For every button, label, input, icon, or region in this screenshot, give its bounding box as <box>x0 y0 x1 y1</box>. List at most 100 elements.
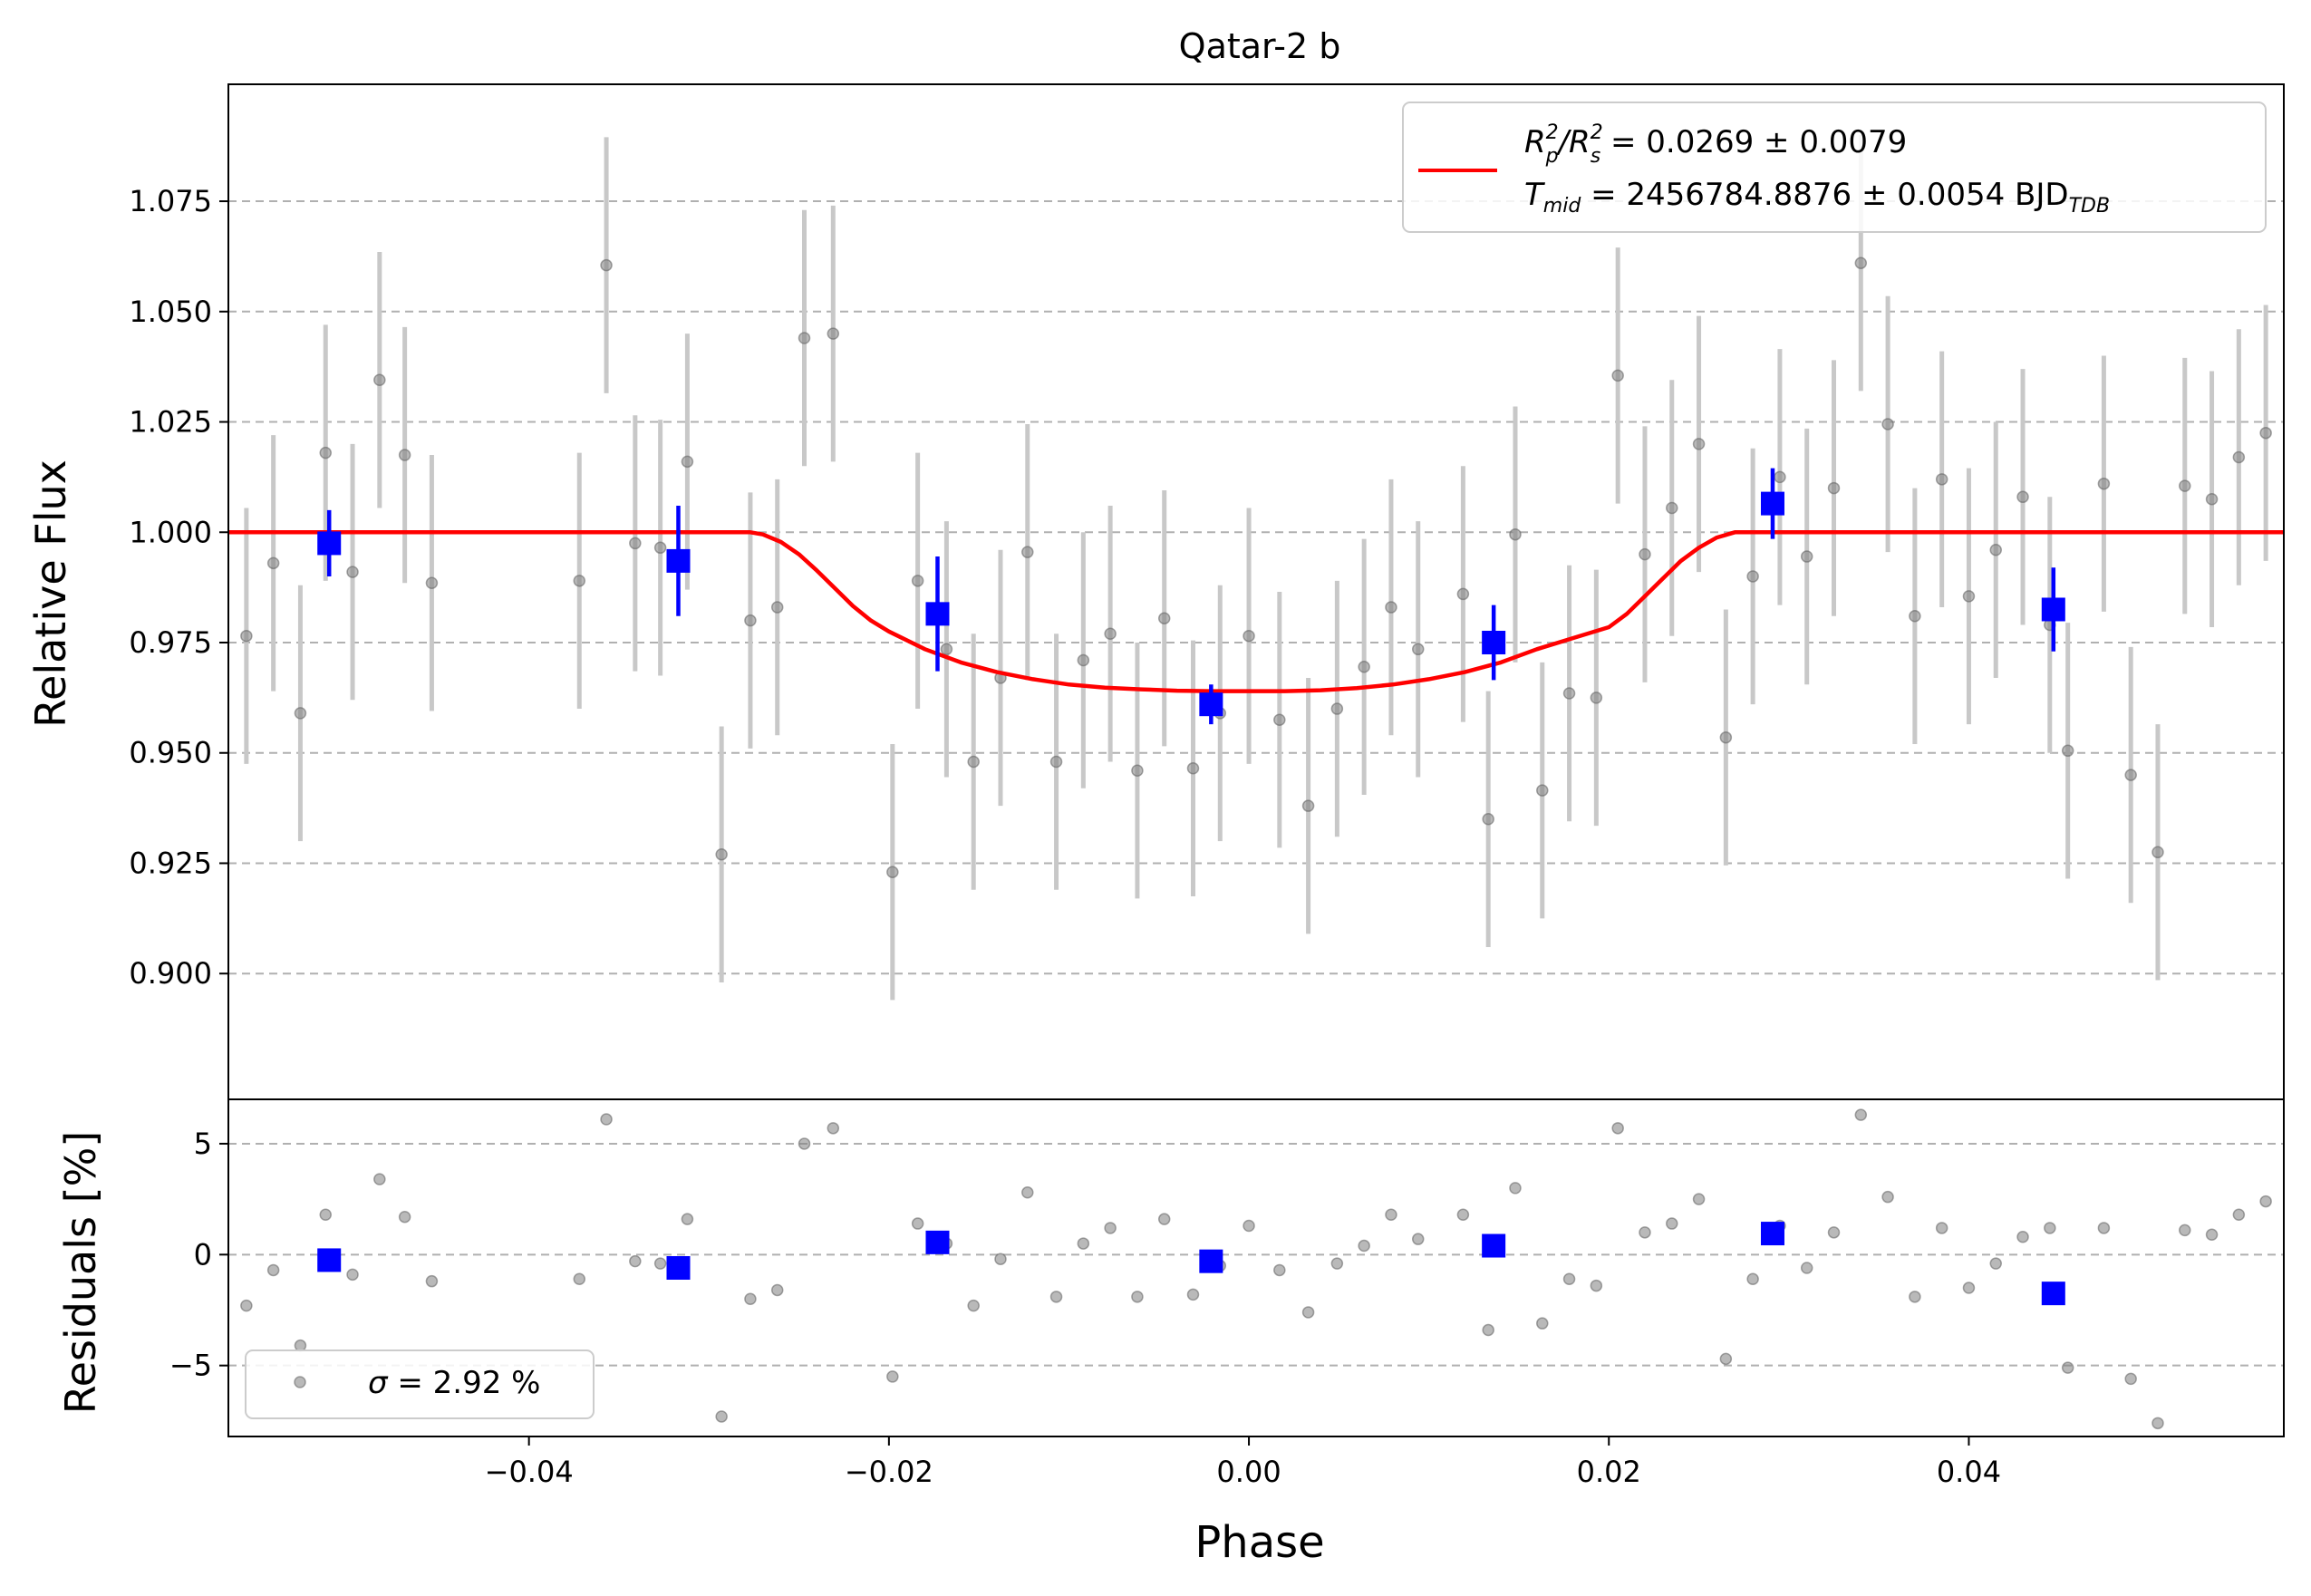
residual-y-tick-label: −5 <box>169 1349 212 1383</box>
flux-data-point <box>1536 784 1549 797</box>
residual-data-point <box>1330 1257 1344 1270</box>
residual-data-point <box>240 1299 253 1312</box>
residual-data-point <box>1611 1122 1624 1135</box>
flux-data-point <box>1385 601 1397 614</box>
residual-data-point <box>1411 1233 1425 1245</box>
flux-data-point <box>2016 490 2029 504</box>
residual-data-point <box>1456 1208 1470 1222</box>
flux-data-point <box>1611 369 1624 382</box>
residual-data-point <box>1639 1226 1651 1239</box>
flux-data-point <box>1881 418 1894 430</box>
flux-data-point <box>715 847 728 861</box>
flux-data-point <box>1157 612 1171 624</box>
flux-data-point <box>1186 762 1200 775</box>
flux-data-point <box>398 449 411 461</box>
sigma-legend: σ = 2.92 % <box>245 1349 595 1419</box>
sigma-legend-box <box>245 1349 595 1419</box>
y-axis-label-residuals: Residuals [%] <box>56 1131 105 1414</box>
rs-symbol: /R <box>1556 124 1591 160</box>
binned-flux-point <box>1760 491 1784 516</box>
binned-flux-point <box>1482 631 1506 654</box>
rp-subscript: p <box>1545 145 1559 168</box>
residual-data-point <box>346 1268 359 1282</box>
x-tick-label: 0.02 <box>1577 1455 1641 1489</box>
rs-superscript: 2 <box>1591 121 1603 144</box>
chart-title: Qatar-2 b <box>1179 26 1341 66</box>
residual-panel-plot <box>228 1108 2272 1430</box>
residual-data-point <box>1358 1239 1370 1253</box>
flux-data-point <box>1411 643 1425 656</box>
residual-data-point <box>1049 1291 1063 1303</box>
flux-data-point <box>1104 627 1117 641</box>
flux-data-layer <box>228 135 2284 1001</box>
residual-data-point <box>2061 1361 2074 1374</box>
residual-data-point <box>600 1113 613 1126</box>
residual-data-point <box>2097 1222 2111 1234</box>
residual-data-layer <box>228 1108 2272 1430</box>
flux-data-point <box>1854 256 1868 269</box>
residual-data-point <box>1719 1352 1733 1366</box>
residual-data-point <box>994 1253 1007 1265</box>
sigma-value: = 2.92 % <box>388 1365 541 1401</box>
flux-data-point <box>1909 610 1921 623</box>
x-tick-label: −0.04 <box>485 1455 574 1489</box>
flux-data-point <box>1358 661 1370 673</box>
binned-flux-point <box>317 531 342 556</box>
residual-data-point <box>1021 1186 1034 1199</box>
residual-data-point <box>1746 1272 1759 1285</box>
x-axis-label: Phase <box>1194 1517 1324 1568</box>
flux-data-point <box>1049 755 1063 769</box>
residual-data-point <box>1854 1108 1868 1121</box>
residual-data-point <box>1157 1213 1171 1225</box>
flux-data-point <box>319 446 332 459</box>
residual-data-point <box>1131 1291 1144 1303</box>
flux-y-tick-label: 1.025 <box>129 405 212 440</box>
residual-data-point <box>1186 1288 1200 1301</box>
flux-y-tick-label: 1.075 <box>129 184 212 218</box>
residual-data-point <box>1800 1262 1813 1274</box>
flux-y-tick-label: 1.050 <box>129 295 212 329</box>
flux-data-point <box>2205 492 2219 506</box>
flux-data-point <box>798 332 811 344</box>
residual-data-point <box>573 1272 586 1285</box>
binned-residual-point <box>1760 1222 1784 1246</box>
flux-y-tick-label: 0.950 <box>129 736 212 770</box>
residual-data-point <box>398 1210 411 1224</box>
flux-data-point <box>1301 799 1315 812</box>
residual-panel-frame <box>227 1098 2285 1437</box>
binned-flux-point <box>666 548 691 573</box>
sigma-symbol: σ <box>368 1365 389 1401</box>
residual-y-tick-label: 5 <box>194 1127 212 1161</box>
x-tick-label: 0.04 <box>1937 1455 2001 1489</box>
residual-data-point <box>2179 1224 2191 1237</box>
residual-data-point <box>1536 1317 1549 1330</box>
flux-data-point <box>1800 550 1813 563</box>
residual-data-point <box>744 1292 757 1306</box>
residual-data-point <box>1881 1190 1894 1204</box>
residual-data-point <box>1962 1282 1976 1294</box>
flux-data-point <box>1692 438 1706 450</box>
flux-data-point <box>1243 629 1255 643</box>
flux-data-point <box>1962 590 1976 603</box>
flux-data-point <box>1273 713 1286 726</box>
flux-data-point <box>266 556 280 570</box>
residual-data-point <box>2232 1208 2246 1222</box>
residual-data-point <box>1989 1257 2002 1270</box>
rp-rs-value: = 0.0269 ± 0.0079 <box>1600 124 1907 160</box>
flux-data-point <box>2061 744 2074 758</box>
rs-subscript: s <box>1591 145 1600 168</box>
flux-data-point <box>1666 501 1678 515</box>
residual-data-point <box>1590 1279 1603 1292</box>
residual-y-tick-label: 0 <box>194 1237 212 1272</box>
flux-data-point <box>967 755 980 769</box>
flux-data-point <box>1827 481 1841 495</box>
flux-data-point <box>681 455 694 469</box>
rp-superscript: 2 <box>1546 121 1559 144</box>
flux-data-point <box>1131 764 1144 777</box>
top-panel-y-ticks: 0.900 0.925 0.950 0.975 1.000 1.025 1.050 1.075 <box>129 184 228 991</box>
residual-data-point <box>1243 1219 1255 1233</box>
binned-flux-point <box>1199 692 1223 717</box>
flux-data-point <box>240 629 253 643</box>
flux-data-point <box>629 537 642 550</box>
